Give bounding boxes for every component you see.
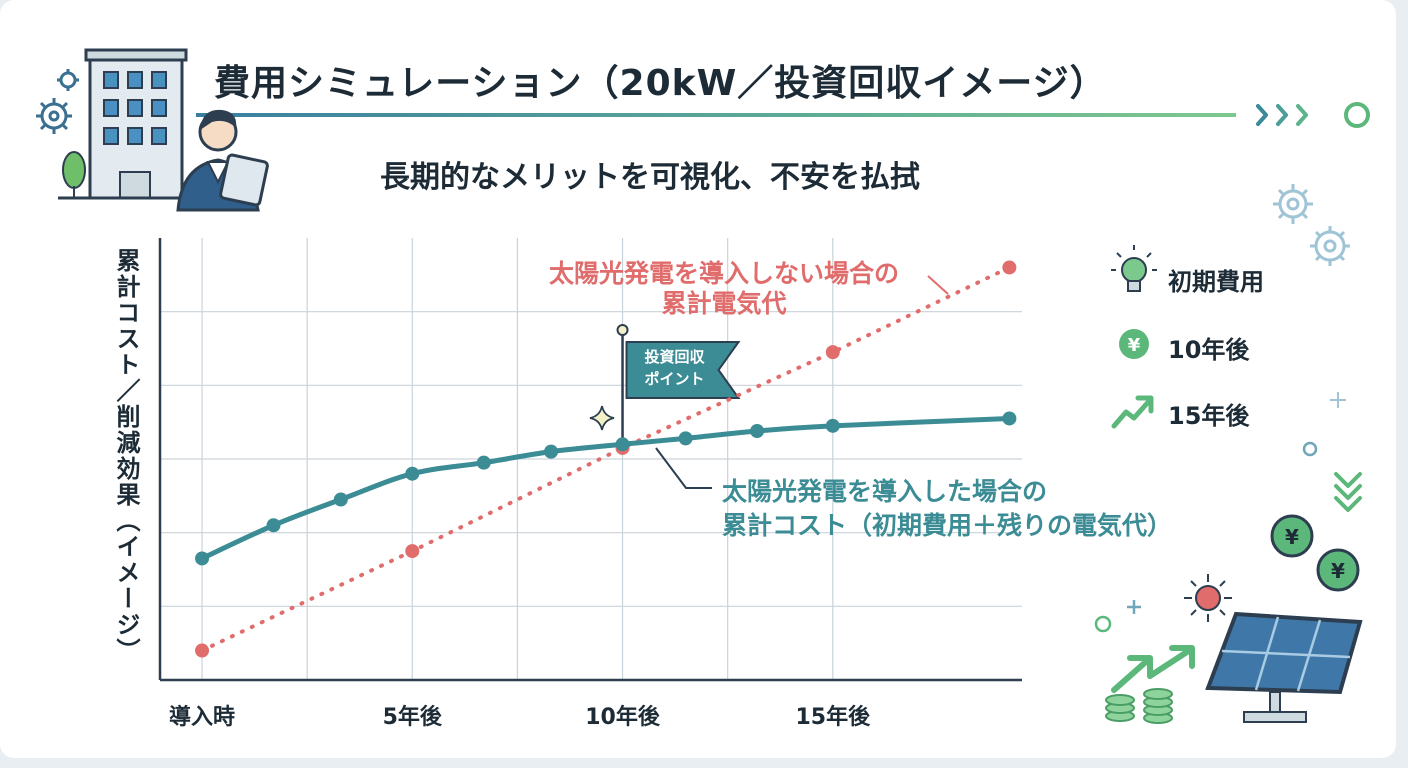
data-point-with-solar <box>476 455 491 470</box>
chevrons-right-icon <box>1256 104 1308 126</box>
flag-label: ポイント <box>645 370 705 388</box>
series-label-no-solar: 累計電気代 <box>661 289 786 318</box>
data-point-with-solar <box>266 518 281 533</box>
x-tick-label: 5年後 <box>383 704 443 730</box>
payback-flag <box>625 341 741 399</box>
svg-text:¥: ¥ <box>1285 525 1299 549</box>
label-leader-no-solar <box>927 275 949 295</box>
sparkle-icon <box>589 405 615 431</box>
series-label-no-solar: 太陽光発電を導入しない場合の <box>549 259 899 288</box>
data-point-with-solar <box>678 431 693 446</box>
series-label-with-solar: 累計コスト（初期費用＋残りの電気代） <box>722 511 1172 540</box>
businessman-icon <box>176 109 269 212</box>
series-line-with-solar <box>199 415 1012 561</box>
office-building-icon <box>84 48 188 200</box>
sun-icon <box>1184 574 1232 622</box>
page-subtitle: 長期的なメリットを可視化、不安を払拭 <box>380 160 920 195</box>
lightbulb-icon <box>1111 245 1157 292</box>
series-label-with-solar: 太陽光発電を導入した場合の <box>722 477 1047 506</box>
gear-icon <box>1273 184 1350 266</box>
flag-pole-top <box>616 324 629 336</box>
legend-label-initial-cost: 初期費用 <box>1168 268 1264 296</box>
svg-text:¥: ¥ <box>1128 335 1141 356</box>
sparkle-icon <box>1330 392 1346 408</box>
data-point-with-solar <box>825 418 840 433</box>
x-tick-label: 10年後 <box>585 704 661 730</box>
data-point-no-solar <box>825 345 840 360</box>
series-line-no-solar <box>200 265 1012 653</box>
ring-icon <box>1302 441 1318 457</box>
data-point-with-solar <box>195 551 210 566</box>
coin-stack-icon <box>1105 688 1173 724</box>
growth-arrows-icon <box>1111 645 1195 693</box>
data-point-with-solar <box>544 444 559 459</box>
y-axis-label: 累計コスト／削減効果（イメージ） <box>112 248 140 664</box>
header-divider <box>196 113 1236 117</box>
chevrons-down-icon <box>1334 472 1362 512</box>
infographic-card: 費用シミュレーション（20kW／投資回収イメージ） 長期的なメリットを可視化、不… <box>0 0 1396 758</box>
gear-icon <box>36 69 79 134</box>
data-point-no-solar <box>405 544 420 559</box>
data-point-no-solar <box>1002 260 1017 275</box>
ring-icon <box>1344 102 1370 128</box>
page-title: 費用シミュレーション（20kW／投資回収イメージ） <box>214 63 1107 104</box>
yen-coin-icon: ¥ <box>1119 329 1149 359</box>
data-point-with-solar <box>1002 411 1017 426</box>
label-leader-with-solar <box>655 447 712 489</box>
x-tick-label: 15年後 <box>795 704 871 730</box>
trend-up-icon <box>1111 395 1154 429</box>
svg-text:¥: ¥ <box>1331 559 1345 583</box>
tree-icon <box>62 151 86 198</box>
solar-panel-icon <box>1205 611 1363 723</box>
chart-svg: ¥ ¥ ¥ <box>36 48 1370 730</box>
legend-label-15-years: 15年後 <box>1168 402 1250 430</box>
legend-label-10-years: 10年後 <box>1168 336 1250 364</box>
data-point-with-solar <box>405 466 420 481</box>
sparkle-icon <box>1127 600 1141 614</box>
data-point-with-solar <box>333 492 348 507</box>
data-point-with-solar <box>615 437 630 452</box>
ring-icon <box>1094 615 1112 633</box>
data-point-with-solar <box>750 424 765 439</box>
flag-label: 投資回収 <box>645 348 706 366</box>
x-tick-label: 導入時 <box>169 704 235 730</box>
yen-coins-icon: ¥ ¥ <box>1270 514 1360 592</box>
data-point-no-solar <box>195 643 210 658</box>
